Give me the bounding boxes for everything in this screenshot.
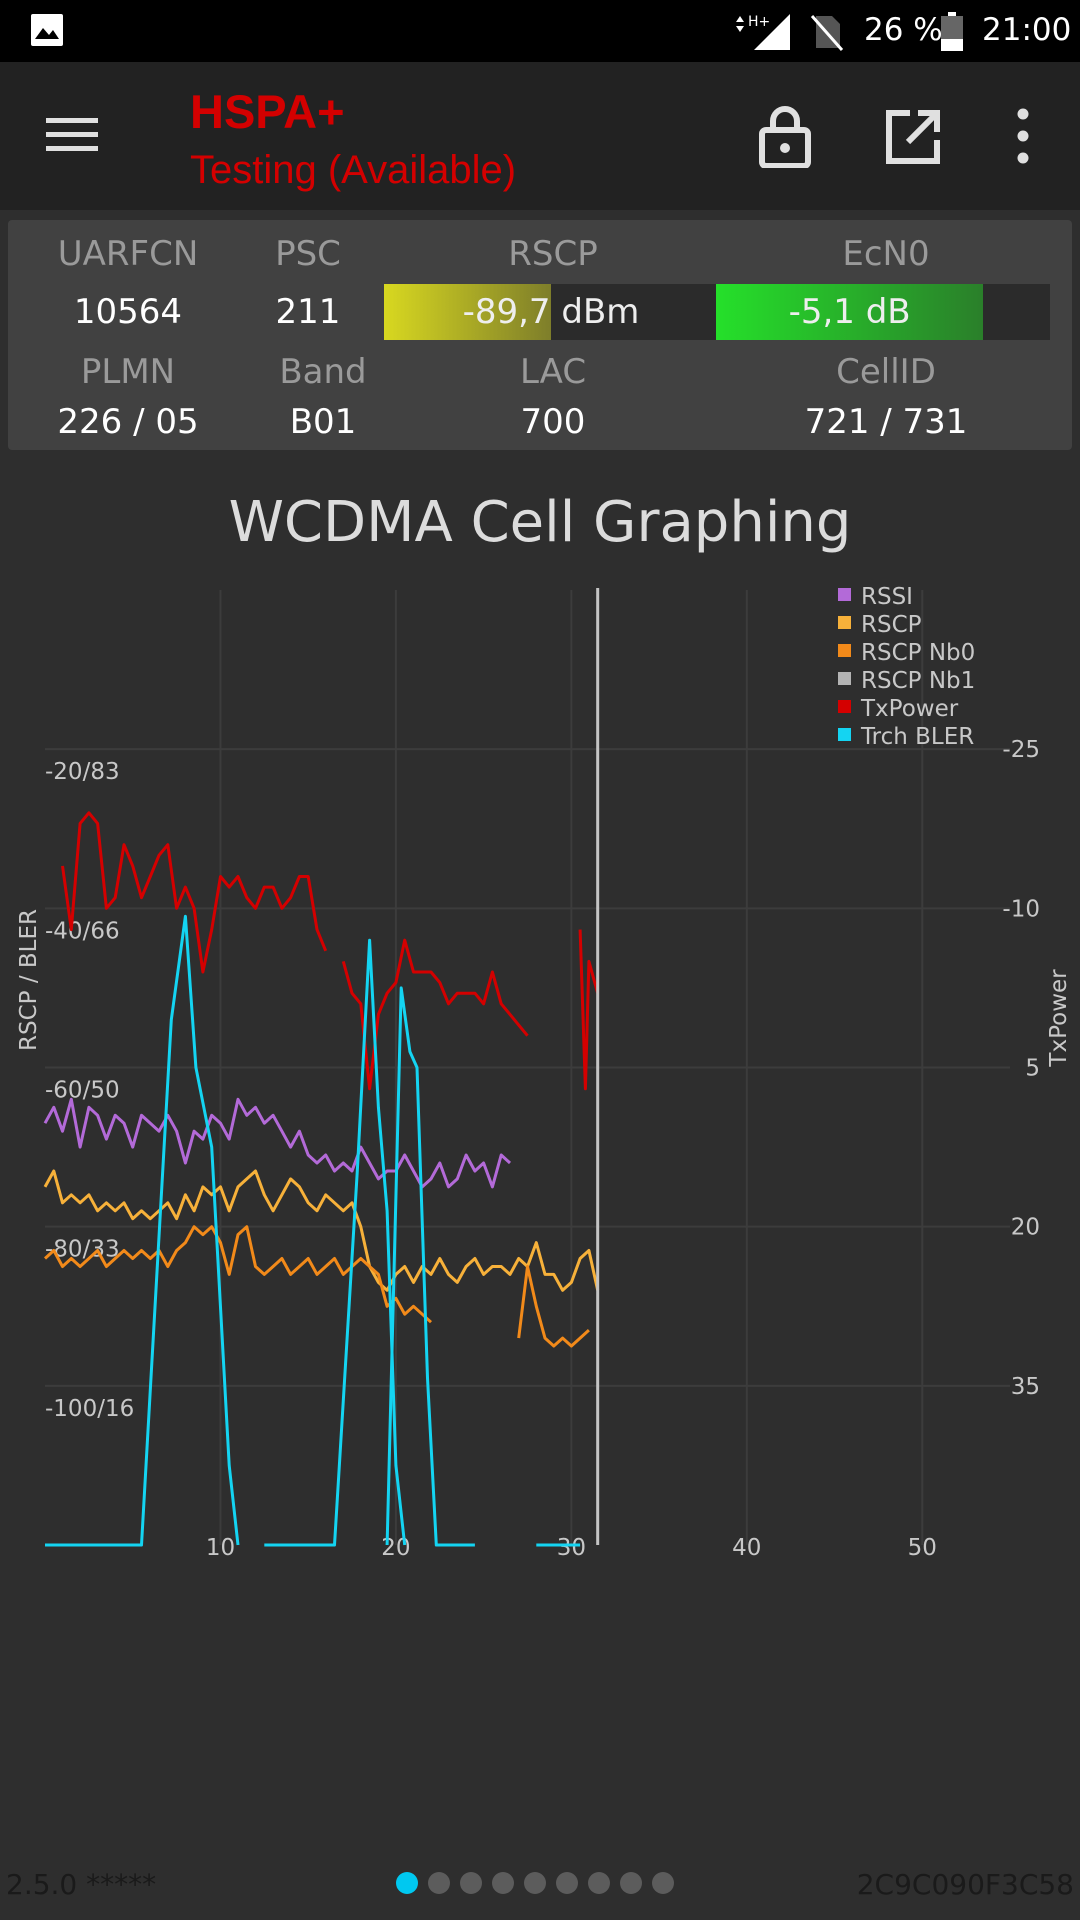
- uarfcn-label: UARFCN: [57, 234, 199, 274]
- legend-swatch: [838, 644, 851, 657]
- y-tick-label: -40/66: [45, 918, 120, 944]
- page-dot[interactable]: [556, 1872, 578, 1894]
- x-tick-label: 30: [557, 1535, 586, 1560]
- signal-icon: H+: [736, 14, 790, 50]
- y2-tick-label: -25: [1002, 737, 1040, 763]
- no-sim-icon: [810, 15, 844, 51]
- legend-swatch: [838, 728, 851, 741]
- page-dot[interactable]: [396, 1872, 418, 1894]
- rscp-meter-text: -89,7 dBm: [384, 284, 718, 340]
- page-dot[interactable]: [588, 1872, 610, 1894]
- rscp-meter-fill: [384, 284, 551, 340]
- cell-info-panel: UARFCN 10564 PSC 211 RSCP -89,7 dBm EcN0…: [8, 220, 1072, 450]
- device-id: 2C9C090F3C58: [856, 1868, 1074, 1901]
- battery-percent: 26 %: [864, 12, 943, 48]
- legend-entry: TxPower: [860, 696, 959, 722]
- more-vert-icon[interactable]: [1008, 106, 1038, 166]
- legend-swatch: [838, 700, 851, 713]
- page-dot[interactable]: [652, 1872, 674, 1894]
- open-external-icon[interactable]: [884, 108, 942, 166]
- ecn0-label: EcN0: [842, 234, 930, 274]
- page-dot[interactable]: [492, 1872, 514, 1894]
- legend-entry: RSCP: [861, 612, 922, 638]
- y-tick-label: -100/16: [45, 1396, 134, 1422]
- legend-entry: RSCP Nb0: [861, 640, 975, 666]
- series-line-trch-bler: [45, 914, 240, 1547]
- series-line-txpower: [61, 811, 328, 974]
- band-label: Band: [279, 352, 367, 392]
- y-tick-label: -20/83: [45, 759, 120, 785]
- rscp-meter: -89,7 dBm: [384, 284, 718, 340]
- battery-icon: [941, 12, 963, 51]
- app-toolbar: HSPA+ Testing (Available): [0, 62, 1080, 210]
- series-line-rscp-nb0: [43, 1225, 433, 1324]
- legend-entry: RSCP Nb1: [861, 668, 975, 694]
- ecn0-meter-fill: [716, 284, 984, 340]
- rscp-unit: dBm: [561, 292, 640, 332]
- series-line-rssi: [43, 1097, 512, 1189]
- x-tick-label: 10: [206, 1535, 235, 1560]
- y-tick-label: -60/50: [45, 1078, 120, 1104]
- y-tick-label: -80/33: [45, 1237, 120, 1263]
- series-line-txpower: [578, 929, 600, 1091]
- network-type: H+: [748, 14, 770, 30]
- page-dot[interactable]: [620, 1872, 642, 1894]
- uarfcn-value: 10564: [73, 292, 183, 332]
- cellid-value: 721 / 731: [804, 402, 968, 442]
- ecn0-meter: -5,1 dB: [716, 284, 1050, 340]
- chart-title: WCDMA Cell Graphing: [228, 490, 852, 555]
- page-dot[interactable]: [460, 1872, 482, 1894]
- rscp-value: -89,7: [462, 292, 551, 332]
- wcdma-cell-chart[interactable]: -20/83 -40/66 -60/50 -80/33 -100/16 -25 -10 5 20…: [0, 560, 1080, 1560]
- cellid-label: CellID: [836, 352, 936, 392]
- x-tick-label: 40: [732, 1535, 761, 1560]
- legend-swatch: [838, 588, 851, 601]
- lac-label: LAC: [519, 352, 587, 392]
- psc-value: 211: [275, 292, 341, 332]
- image-icon: [31, 14, 63, 46]
- legend-swatch: [838, 672, 851, 685]
- band-value: B01: [289, 402, 357, 442]
- app-version: 2.5.0 *****: [6, 1868, 157, 1901]
- y2-tick-label: 35: [1011, 1374, 1040, 1400]
- y2-tick-label: 20: [1011, 1215, 1040, 1241]
- series-line-rscp: [43, 1169, 600, 1292]
- x-tick-label: 50: [908, 1535, 937, 1560]
- status-bar: H+ 26 % 21:00: [0, 0, 1080, 62]
- series-line-rscp-nb0: [517, 1265, 590, 1348]
- y2-axis-title: TxPower: [1046, 969, 1072, 1068]
- ecn0-value: -5,1 dB: [788, 292, 911, 332]
- legend-entry: RSSI: [861, 584, 913, 610]
- series-line-trch-bler: [264, 938, 407, 1547]
- page-dot[interactable]: [524, 1872, 546, 1894]
- clock: 21:00: [982, 12, 1072, 48]
- legend-swatch: [838, 616, 851, 629]
- page-dot[interactable]: [428, 1872, 450, 1894]
- y-axis-title: RSCP / BLER: [16, 909, 42, 1051]
- network-technology-title: HSPA+: [190, 85, 345, 138]
- psc-label: PSC: [275, 234, 341, 274]
- x-tick-label: 20: [381, 1535, 410, 1560]
- lac-value: 700: [520, 402, 586, 442]
- series-line-trch-bler: [385, 986, 475, 1547]
- service-state-subtitle: Testing (Available): [190, 148, 517, 192]
- plmn-label: PLMN: [80, 352, 176, 392]
- lock-icon[interactable]: [758, 104, 812, 168]
- y2-tick-label: 5: [1025, 1056, 1040, 1082]
- rscp-label: RSCP: [508, 234, 598, 274]
- y2-tick-label: -10: [1002, 896, 1040, 922]
- legend-entry: Trch BLER: [860, 724, 974, 750]
- plmn-value: 226 / 05: [57, 402, 199, 442]
- menu-icon[interactable]: [46, 112, 98, 158]
